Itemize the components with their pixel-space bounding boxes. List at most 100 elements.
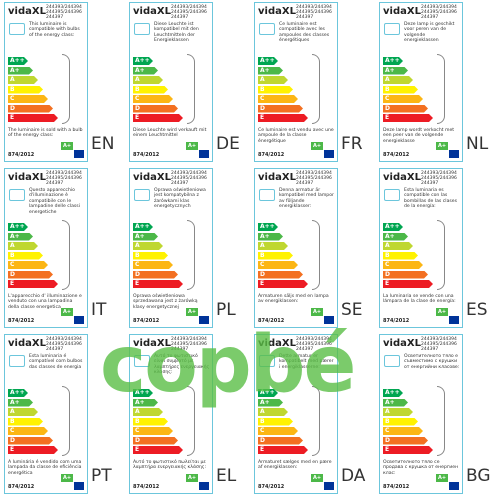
energy-class-bar: A	[8, 408, 38, 416]
brace	[62, 386, 70, 456]
language-code: BG	[466, 466, 491, 486]
model-number: 244397	[421, 181, 439, 186]
model-number: 244395/244396	[296, 10, 332, 15]
model-number: 244395/244396	[421, 342, 457, 347]
brand: vidaXL	[383, 6, 421, 17]
energy-class-bar: C	[8, 261, 48, 269]
brand: vidaXL	[8, 6, 46, 17]
energy-class-bar: A++	[383, 223, 403, 231]
model-number: 244395/244396	[421, 176, 457, 181]
eu-flag	[324, 150, 334, 158]
regulation: 874/2012	[383, 318, 410, 324]
compatible-text: Αυτό το φωτιστικό είναι συμβατό με λαμπτ…	[154, 354, 210, 376]
energy-class-bar: A++	[258, 389, 278, 397]
language-code: DE	[216, 134, 240, 154]
energy-class-bar: A+	[133, 67, 158, 75]
energy-class-bar: C	[258, 95, 298, 103]
model-number: 244397	[296, 15, 314, 20]
sold-text: La luminaria se vende con una lámpara de…	[383, 294, 456, 305]
sold-text: Oprawa oświetleniowa sprzedawana jest z …	[133, 294, 198, 310]
brand: vidaXL	[258, 172, 296, 183]
language-code: DA	[341, 466, 366, 486]
brace	[437, 54, 445, 124]
energy-class-bar: A	[258, 242, 288, 250]
sold-text: Armaturet sælges med en pære af energikl…	[258, 460, 332, 471]
regulation: 874/2012	[383, 484, 410, 490]
compatible-text: Esta luminaria é compatível com bulbos d…	[29, 354, 83, 370]
brace	[187, 54, 195, 124]
energy-class-bar: B	[133, 86, 168, 94]
energy-class-bar: D	[258, 437, 303, 445]
model-number: 244393/244394	[421, 5, 457, 10]
model-number: 244393/244394	[171, 337, 207, 342]
sold-text: The luminaire is sold with a bulb of the…	[8, 128, 83, 139]
model-number: 244393/244394	[46, 171, 82, 176]
energy-class-bar: A++	[133, 223, 153, 231]
energy-class-bar: B	[383, 252, 418, 260]
eu-flag	[74, 482, 84, 490]
energy-class-bar: D	[258, 271, 303, 279]
brace	[437, 220, 445, 290]
energy-class-bar: D	[133, 271, 178, 279]
energy-class-bar: D	[383, 271, 428, 279]
sold-text: A luminária é vendido com uma lampada da…	[8, 460, 82, 476]
sold-class-badge: A+	[61, 142, 73, 150]
sold-class-badge: A+	[436, 142, 448, 150]
language-code: EN	[91, 134, 115, 154]
energy-class-bar: B	[133, 418, 168, 426]
language-code: EL	[216, 466, 237, 486]
language-code: PL	[216, 300, 236, 320]
energy-class-bar: B	[8, 86, 43, 94]
language-code: IT	[91, 300, 107, 320]
language-code: NL	[466, 134, 489, 154]
energy-class-bar: D	[8, 105, 53, 113]
bulb-icon	[9, 23, 25, 35]
energy-class-bar: A+	[258, 67, 283, 75]
sold-text: Αυτό το φωτιστικό πωλείται με λαμπτήρα ε…	[133, 460, 207, 471]
model-number: 244395/244396	[171, 342, 207, 347]
eu-flag	[449, 150, 459, 158]
brand: vidaXL	[8, 338, 46, 349]
bulb-icon	[384, 355, 400, 367]
bulb-icon	[134, 355, 150, 367]
energy-label	[254, 2, 338, 162]
energy-class-bar: A	[8, 242, 38, 250]
energy-label	[254, 168, 338, 328]
sold-class-badge: A+	[311, 474, 323, 482]
energy-class-bar: A++	[133, 57, 153, 65]
regulation: 874/2012	[133, 152, 160, 158]
compatible-text: Diese Leuchte ist kompatibel mit den Leu…	[154, 22, 199, 44]
energy-class-bar: A+	[258, 399, 283, 407]
regulation: 874/2012	[8, 318, 35, 324]
bulb-icon	[9, 189, 25, 201]
regulation: 874/2012	[8, 152, 35, 158]
regulation: 874/2012	[8, 484, 35, 490]
brace	[312, 54, 320, 124]
bulb-icon	[259, 23, 275, 35]
energy-class-bar: A+	[8, 233, 33, 241]
energy-class-bar: B	[8, 252, 43, 260]
brace	[187, 220, 195, 290]
energy-class-bar: A+	[8, 67, 33, 75]
energy-class-bar: A+	[383, 399, 408, 407]
energy-class-bar: A	[258, 76, 288, 84]
language-code: ES	[466, 300, 488, 320]
energy-class-bar: A	[383, 76, 413, 84]
brace	[62, 54, 70, 124]
model-number: 244393/244394	[46, 337, 82, 342]
sold-text: Armaturen säljs med en lampa av energikl…	[258, 294, 329, 305]
energy-class-bar: C	[133, 261, 173, 269]
regulation: 874/2012	[258, 484, 285, 490]
sold-class-badge: A+	[186, 142, 198, 150]
brace	[62, 220, 70, 290]
energy-class-bar: D	[258, 105, 303, 113]
energy-class-bar: E	[8, 280, 58, 288]
model-number: 244393/244394	[421, 171, 457, 176]
energy-class-bar: E	[383, 114, 433, 122]
energy-class-bar: C	[258, 261, 298, 269]
bulb-icon	[259, 189, 275, 201]
brand: vidaXL	[133, 6, 171, 17]
brand: vidaXL	[383, 338, 421, 349]
model-number: 244397	[421, 15, 439, 20]
sold-text: Deze lamp wordt verkocht met een peer va…	[383, 128, 455, 144]
